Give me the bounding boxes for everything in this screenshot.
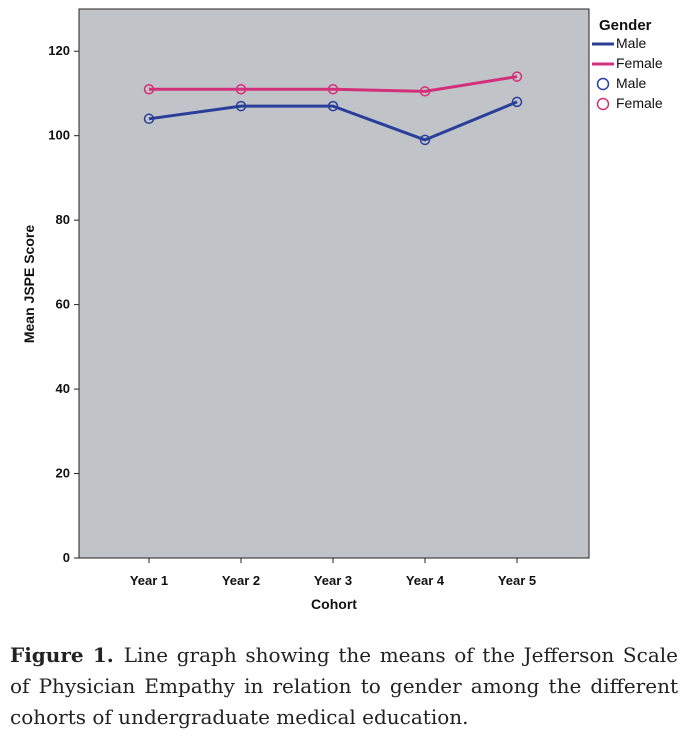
y-tick-label: 80 [56, 212, 70, 227]
x-tick-label: Year 4 [406, 573, 445, 588]
data-point-female [235, 83, 247, 95]
plot-area [78, 8, 590, 559]
y-tick-label: 0 [63, 550, 70, 565]
caption-label: Figure 1. [10, 643, 114, 667]
data-point-male [327, 100, 339, 112]
x-axis: Year 1 Year 2 Year 3 Year 4 Year 5 [130, 558, 536, 588]
data-point-female [143, 83, 155, 95]
legend-marker-swatch [596, 77, 610, 91]
series-line-female [149, 75, 518, 93]
y-axis-label: Mean JSPE Score [21, 225, 37, 343]
x-tick-label: Year 3 [314, 573, 352, 588]
data-point-male [511, 96, 523, 108]
legend-entry-label: Female [616, 55, 663, 71]
y-tick-label: 100 [48, 128, 70, 143]
x-tick-label: Year 5 [498, 573, 536, 588]
legend-marker-swatch [596, 97, 610, 111]
data-point-female [419, 86, 431, 97]
x-tick-label: Year 2 [222, 573, 260, 588]
figure-caption: Figure 1. Line graph showing the means of… [10, 640, 678, 733]
y-tick-label: 120 [48, 43, 70, 58]
series-layer [143, 71, 523, 146]
caption-text: Line graph showing the means of the Jeff… [10, 643, 678, 729]
y-tick-label: 20 [56, 466, 70, 481]
legend-entry-label: Male [616, 75, 647, 91]
legend-entry-label: Female [616, 95, 663, 111]
legend-title: Gender [599, 17, 652, 34]
data-point-female [327, 83, 339, 95]
data-point-male [419, 134, 431, 146]
y-axis: 0 20 40 60 80 100 120 [48, 43, 79, 565]
chart: 0 20 40 60 80 100 120 Year 1 Year 2 Year 3 Year 4… [21, 8, 663, 612]
data-point-male [235, 100, 247, 112]
data-point-female [511, 71, 523, 82]
data-point-male [143, 113, 155, 125]
x-axis-label: Cohort [311, 596, 357, 612]
y-tick-label: 60 [56, 297, 70, 312]
x-tick-label: Year 1 [130, 573, 168, 588]
legend-entry-label: Male [616, 35, 647, 51]
series-line-male [148, 100, 518, 142]
y-tick-label: 40 [56, 381, 70, 396]
legend: Gender Male Female Male Female [592, 17, 663, 111]
